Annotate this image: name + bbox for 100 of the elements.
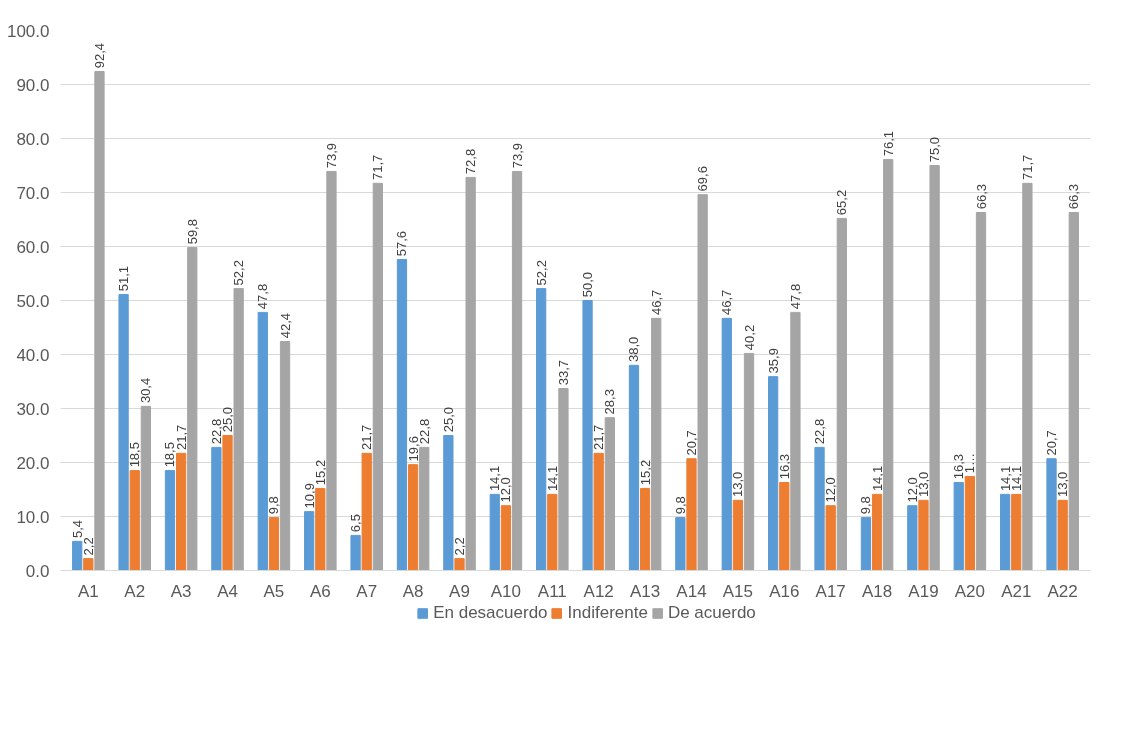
bar xyxy=(768,376,779,571)
data-label: 52,2 xyxy=(231,260,247,286)
data-label: 9,8 xyxy=(858,496,874,515)
bar xyxy=(304,511,315,571)
bar xyxy=(118,294,129,571)
bar xyxy=(372,182,383,571)
data-label: 30,4 xyxy=(138,377,154,404)
bar xyxy=(964,476,976,571)
bar xyxy=(326,170,337,571)
bar xyxy=(187,247,198,571)
bar xyxy=(489,493,500,571)
bar xyxy=(558,388,569,571)
data-label: 46,7 xyxy=(719,289,735,316)
data-label: 2,2 xyxy=(80,537,96,556)
x-tick-label: A12 xyxy=(583,581,614,601)
x-tick-label: A15 xyxy=(722,581,754,601)
data-label: 73,9 xyxy=(323,142,339,169)
bar xyxy=(454,558,465,571)
bar xyxy=(779,481,790,571)
bar xyxy=(790,311,801,571)
data-label: 51,1 xyxy=(116,266,132,292)
data-label: 52,2 xyxy=(533,260,549,286)
data-label: 42,4 xyxy=(277,312,293,339)
bar xyxy=(547,493,558,571)
bar xyxy=(639,487,651,571)
data-label: 13,0 xyxy=(730,471,746,498)
bar xyxy=(315,487,326,571)
bar xyxy=(929,165,940,571)
bar xyxy=(83,558,94,571)
bar xyxy=(1011,493,1022,571)
bar xyxy=(604,417,615,571)
bar xyxy=(536,288,547,571)
x-tick-label: A10 xyxy=(490,581,522,601)
bar xyxy=(164,470,176,571)
data-label: 22,8 xyxy=(208,418,224,445)
data-label: 33,7 xyxy=(555,359,571,386)
bar xyxy=(686,458,697,571)
data-label: 40,2 xyxy=(741,324,757,351)
bar xyxy=(1022,182,1033,571)
x-tick-label: A9 xyxy=(449,581,470,601)
bar xyxy=(443,435,454,571)
x-tick-label: A13 xyxy=(629,581,661,601)
bar xyxy=(465,176,476,571)
data-label: 47,8 xyxy=(787,283,803,310)
data-label: 12,0 xyxy=(498,477,514,503)
legend-label: Indiferente xyxy=(567,603,648,623)
bar xyxy=(361,452,372,571)
data-label: 15,2 xyxy=(637,459,653,486)
bar xyxy=(1068,211,1079,571)
bar xyxy=(999,493,1011,571)
data-label: 5,4 xyxy=(69,520,85,539)
data-label: 10,9 xyxy=(301,483,317,509)
data-label: 16,3 xyxy=(776,453,792,480)
x-tick-label: A1 xyxy=(77,581,99,601)
y-tick-label: 100.0 xyxy=(6,21,50,41)
bar xyxy=(257,311,268,571)
bar xyxy=(72,540,83,571)
y-tick-label: 80.0 xyxy=(16,129,50,149)
x-tick-label: A21 xyxy=(1001,581,1032,601)
bar xyxy=(732,499,744,571)
x-tick-label: A17 xyxy=(815,581,846,601)
y-tick-label: 50.0 xyxy=(16,291,50,311)
y-tick-label: 20.0 xyxy=(16,453,50,473)
bar xyxy=(94,71,105,571)
data-label: 35,9 xyxy=(765,348,781,374)
bar xyxy=(279,341,291,571)
bar xyxy=(743,352,755,571)
bar xyxy=(1046,458,1057,571)
data-label: 75,0 xyxy=(927,136,943,163)
data-label: 46,7 xyxy=(648,289,664,316)
bar xyxy=(814,446,825,571)
bar xyxy=(511,170,523,571)
data-label: 2,2 xyxy=(452,537,468,556)
data-label: 12,0 xyxy=(823,477,839,503)
bar xyxy=(953,481,964,571)
data-label: 28,3 xyxy=(602,389,618,415)
data-label: 18,5 xyxy=(162,442,178,468)
bar xyxy=(871,493,883,571)
data-label: 21,7 xyxy=(591,424,607,451)
bar xyxy=(651,317,662,571)
data-label: 20,7 xyxy=(683,430,699,456)
data-label: 25,0 xyxy=(440,406,456,433)
bar xyxy=(628,364,640,571)
data-label: 65,2 xyxy=(834,189,850,216)
bar xyxy=(407,464,419,571)
data-label: 71,7 xyxy=(1019,154,1035,181)
y-tick-label: 60.0 xyxy=(16,237,50,257)
bar xyxy=(350,534,361,571)
legend-label: En desacuerdo xyxy=(433,603,548,623)
data-label: 6,5 xyxy=(348,514,364,533)
data-label: 22,8 xyxy=(812,418,828,445)
x-tick-label: A3 xyxy=(170,581,192,601)
bar xyxy=(721,317,732,571)
bar xyxy=(140,405,152,571)
legend-label: De acuerdo xyxy=(667,603,756,623)
data-label: 69,6 xyxy=(695,166,711,192)
bar xyxy=(419,446,430,571)
x-tick-label: A7 xyxy=(356,581,378,601)
y-tick-label: 40.0 xyxy=(16,345,50,365)
data-label: 20,7 xyxy=(1044,430,1060,456)
